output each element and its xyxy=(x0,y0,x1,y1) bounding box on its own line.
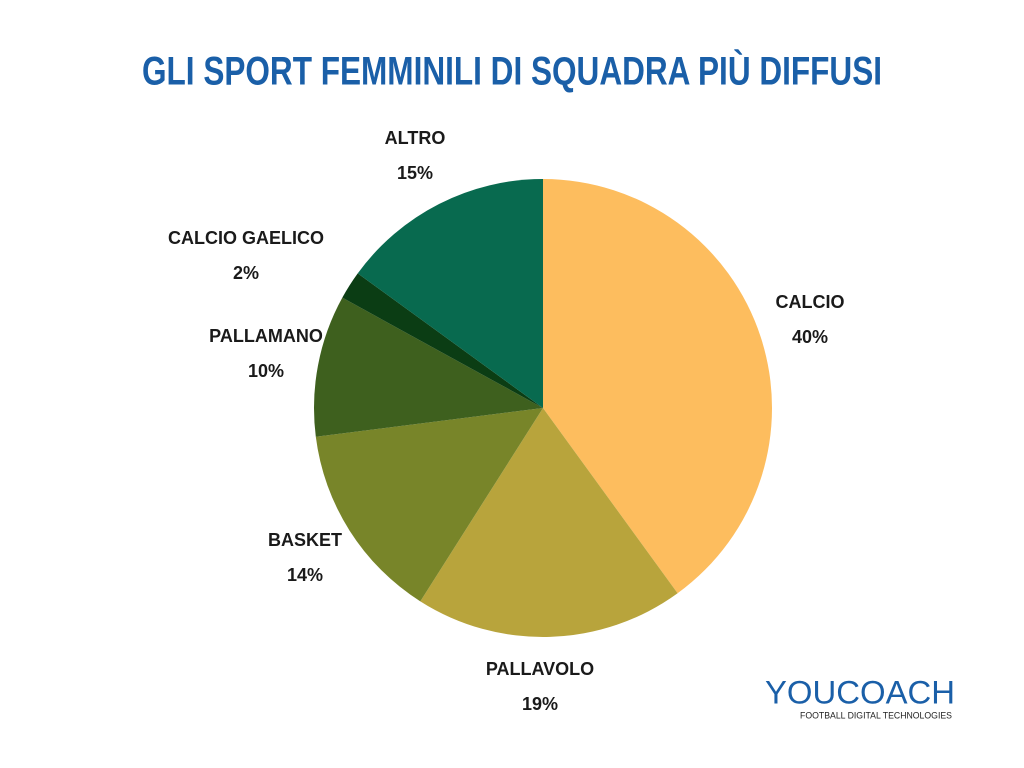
slice-label: CALCIO xyxy=(776,292,845,312)
slice-value-label: 2% xyxy=(233,263,259,283)
slice-value-label: 14% xyxy=(287,565,323,585)
logo: YOUCOACH FOOTBALL DIGITAL TECHNOLOGIES xyxy=(765,674,955,720)
slice-value-label: 19% xyxy=(522,694,558,714)
pie-slice xyxy=(543,179,773,594)
slice-label: BASKET xyxy=(268,530,342,550)
pie-slice xyxy=(342,273,543,408)
slice-value-label: 10% xyxy=(248,361,284,381)
slice-value-label: 40% xyxy=(792,327,828,347)
pie-slice xyxy=(420,408,678,637)
logo-tagline: FOOTBALL DIGITAL TECHNOLOGIES xyxy=(800,710,952,720)
slice-label: PALLAMANO xyxy=(209,326,323,346)
logo-name: YOUCOACH xyxy=(765,674,955,710)
slice-label: ALTRO xyxy=(385,128,446,148)
slice-value-label: 15% xyxy=(397,163,433,183)
pie-slice xyxy=(314,297,543,437)
slice-label: PALLAVOLO xyxy=(486,659,594,679)
pie-slice xyxy=(315,408,543,602)
pie-slice xyxy=(357,179,543,408)
slice-label: CALCIO GAELICO xyxy=(168,228,324,248)
chart-title: GLI SPORT FEMMINILI DI SQUADRA PIÙ DIFFU… xyxy=(142,48,882,94)
